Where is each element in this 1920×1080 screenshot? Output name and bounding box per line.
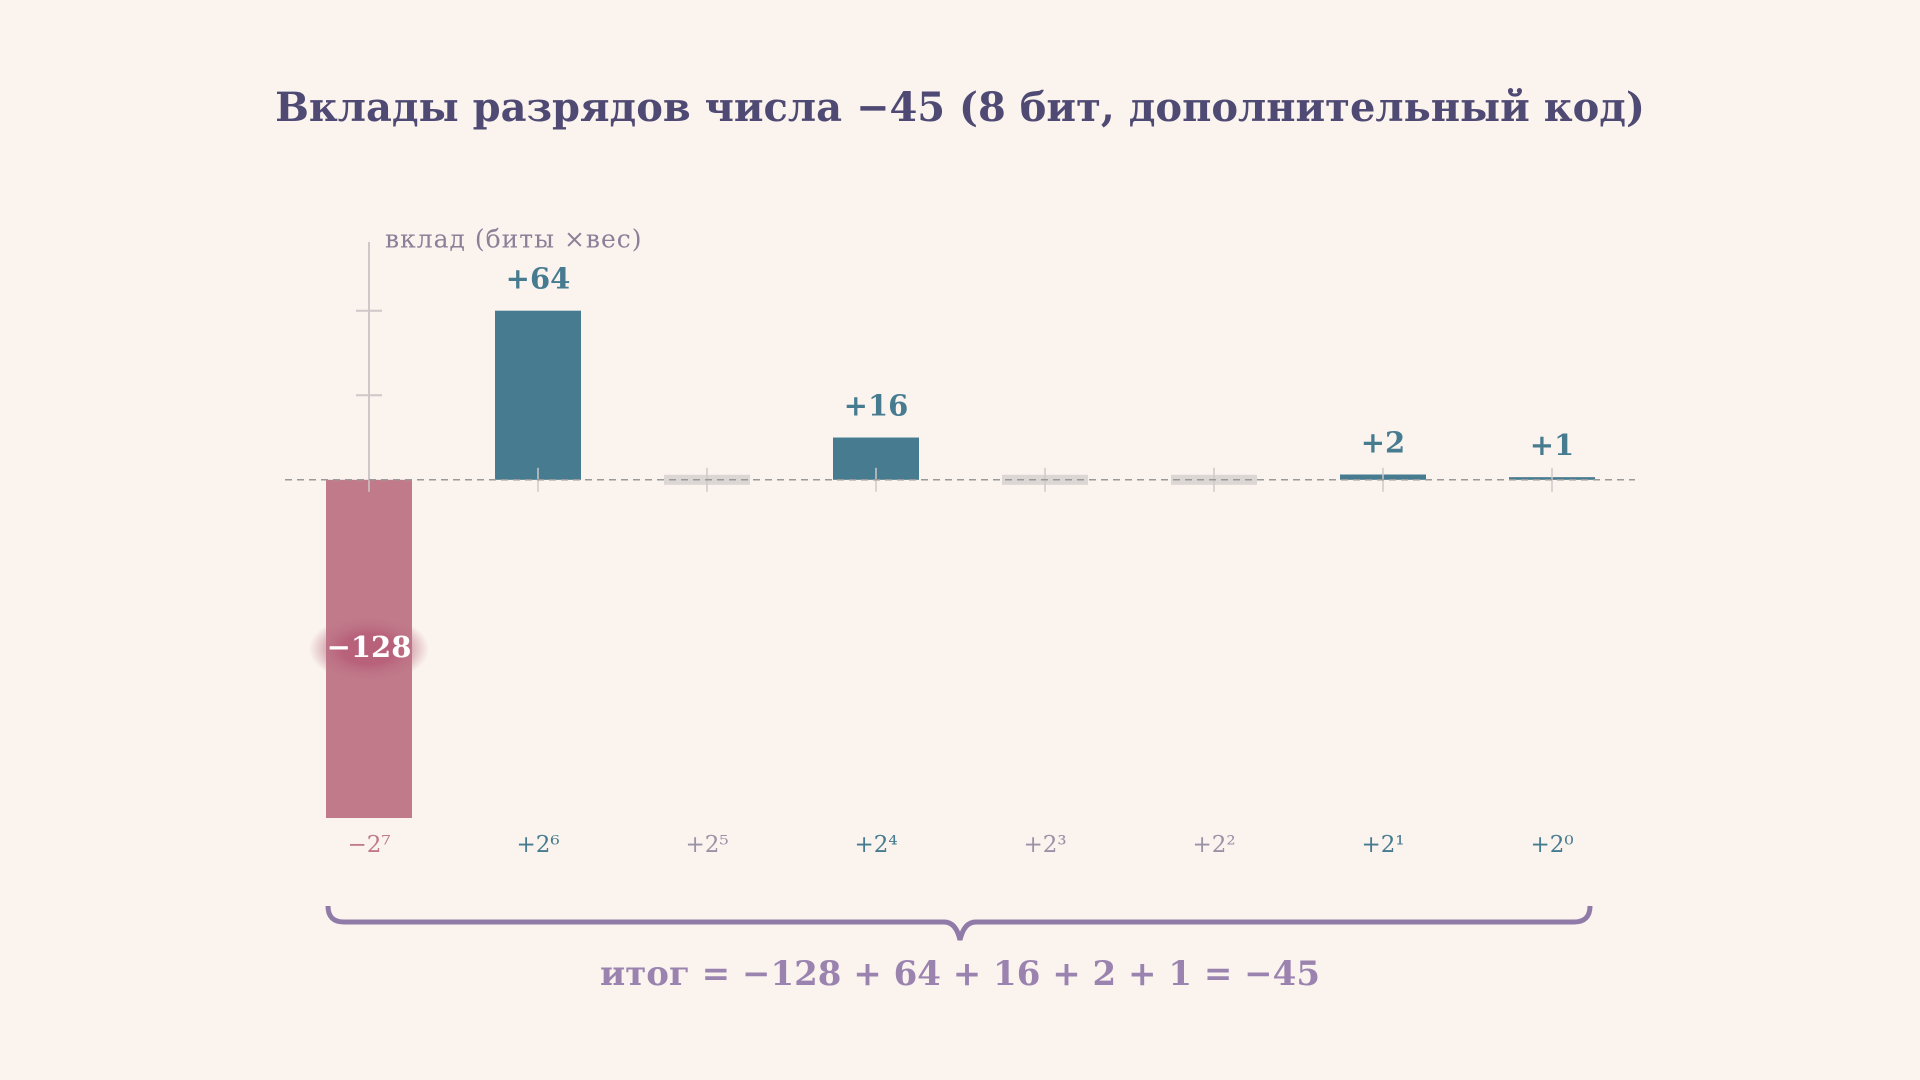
value-label: +2 bbox=[1361, 426, 1405, 460]
chart-title: Вклады разрядов числа −45 (8 бит, дополн… bbox=[275, 84, 1645, 131]
x-tick-label: +2⁵ bbox=[685, 832, 728, 858]
value-label: +64 bbox=[506, 262, 571, 296]
x-tick-label: +2² bbox=[1192, 832, 1235, 858]
bar bbox=[495, 310, 581, 480]
y-axis-label: вклад (биты ×вес) bbox=[385, 225, 643, 254]
x-tick-label: +2⁰ bbox=[1530, 832, 1573, 858]
x-tick-label: +2⁶ bbox=[516, 832, 559, 858]
x-tick-label: +2¹ bbox=[1361, 832, 1404, 858]
brace bbox=[325, 905, 1593, 941]
value-label: −128 bbox=[327, 630, 412, 664]
value-label: +16 bbox=[844, 389, 909, 423]
summary: итог = −128 + 64 + 16 + 2 + 1 = −45 bbox=[600, 954, 1320, 994]
x-tick-label: +2⁴ bbox=[854, 832, 897, 858]
x-tick-label: +2³ bbox=[1023, 832, 1066, 858]
value-label: +1 bbox=[1530, 428, 1574, 462]
label-glow bbox=[309, 614, 429, 683]
x-tick-label: −2⁷ bbox=[347, 832, 390, 858]
